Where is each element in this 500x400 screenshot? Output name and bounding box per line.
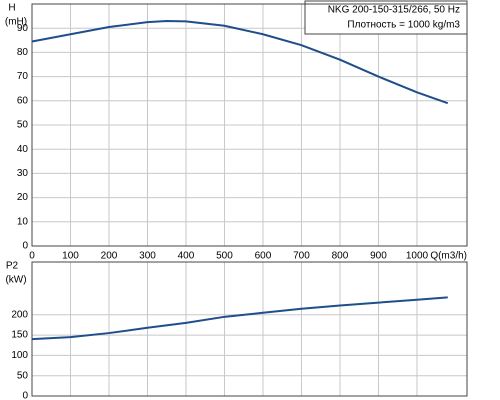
y-tick-label: 40 bbox=[17, 144, 29, 155]
y-axis-label: H bbox=[8, 3, 15, 14]
x-axis-label: Q(m3/h) bbox=[430, 251, 467, 262]
x-tick-label: 300 bbox=[139, 251, 156, 262]
y-tick-label: 50 bbox=[17, 120, 29, 131]
y-tick-label: 0 bbox=[22, 241, 28, 252]
curve bbox=[31, 296, 448, 341]
x-tick-label: 900 bbox=[370, 251, 387, 262]
x-tick-label: 800 bbox=[332, 251, 349, 262]
y-tick-label: 150 bbox=[11, 330, 28, 341]
y-tick-label: 20 bbox=[17, 192, 29, 203]
x-tick-label: 600 bbox=[255, 251, 272, 262]
curve bbox=[31, 19, 449, 105]
y-axis-unit: (kW) bbox=[5, 275, 26, 286]
x-tick-label: 0 bbox=[29, 251, 35, 262]
annotation: NKG 200-150-315/266, 50 Hz bbox=[328, 5, 460, 16]
y-axis-unit: (mH) bbox=[5, 17, 27, 28]
y-tick-label: 60 bbox=[17, 95, 29, 106]
y-tick-label: 200 bbox=[11, 309, 28, 320]
y-tick-label: 70 bbox=[17, 71, 29, 82]
y-tick-label: 0 bbox=[22, 391, 28, 400]
x-tick-label: 200 bbox=[101, 251, 118, 262]
x-tick-label: 1000 bbox=[406, 251, 429, 262]
x-tick-label: 500 bbox=[216, 251, 233, 262]
annotation: Плотность = 1000 kg/m3 bbox=[347, 20, 460, 31]
y-tick-label: 30 bbox=[17, 168, 29, 179]
y-tick-label: 90 bbox=[17, 23, 29, 34]
y-tick-label: 50 bbox=[17, 370, 29, 381]
x-tick-label: 400 bbox=[178, 251, 195, 262]
plot-area bbox=[31, 3, 468, 247]
info-box bbox=[304, 0, 468, 35]
y-tick-label: 100 bbox=[11, 350, 28, 361]
y-tick-label: 10 bbox=[17, 216, 29, 227]
y-axis-label: P2 bbox=[6, 261, 19, 272]
x-tick-label: 700 bbox=[293, 251, 310, 262]
plot-area bbox=[31, 261, 468, 397]
y-tick-label: 80 bbox=[17, 47, 29, 58]
x-tick-label: 100 bbox=[62, 251, 79, 262]
